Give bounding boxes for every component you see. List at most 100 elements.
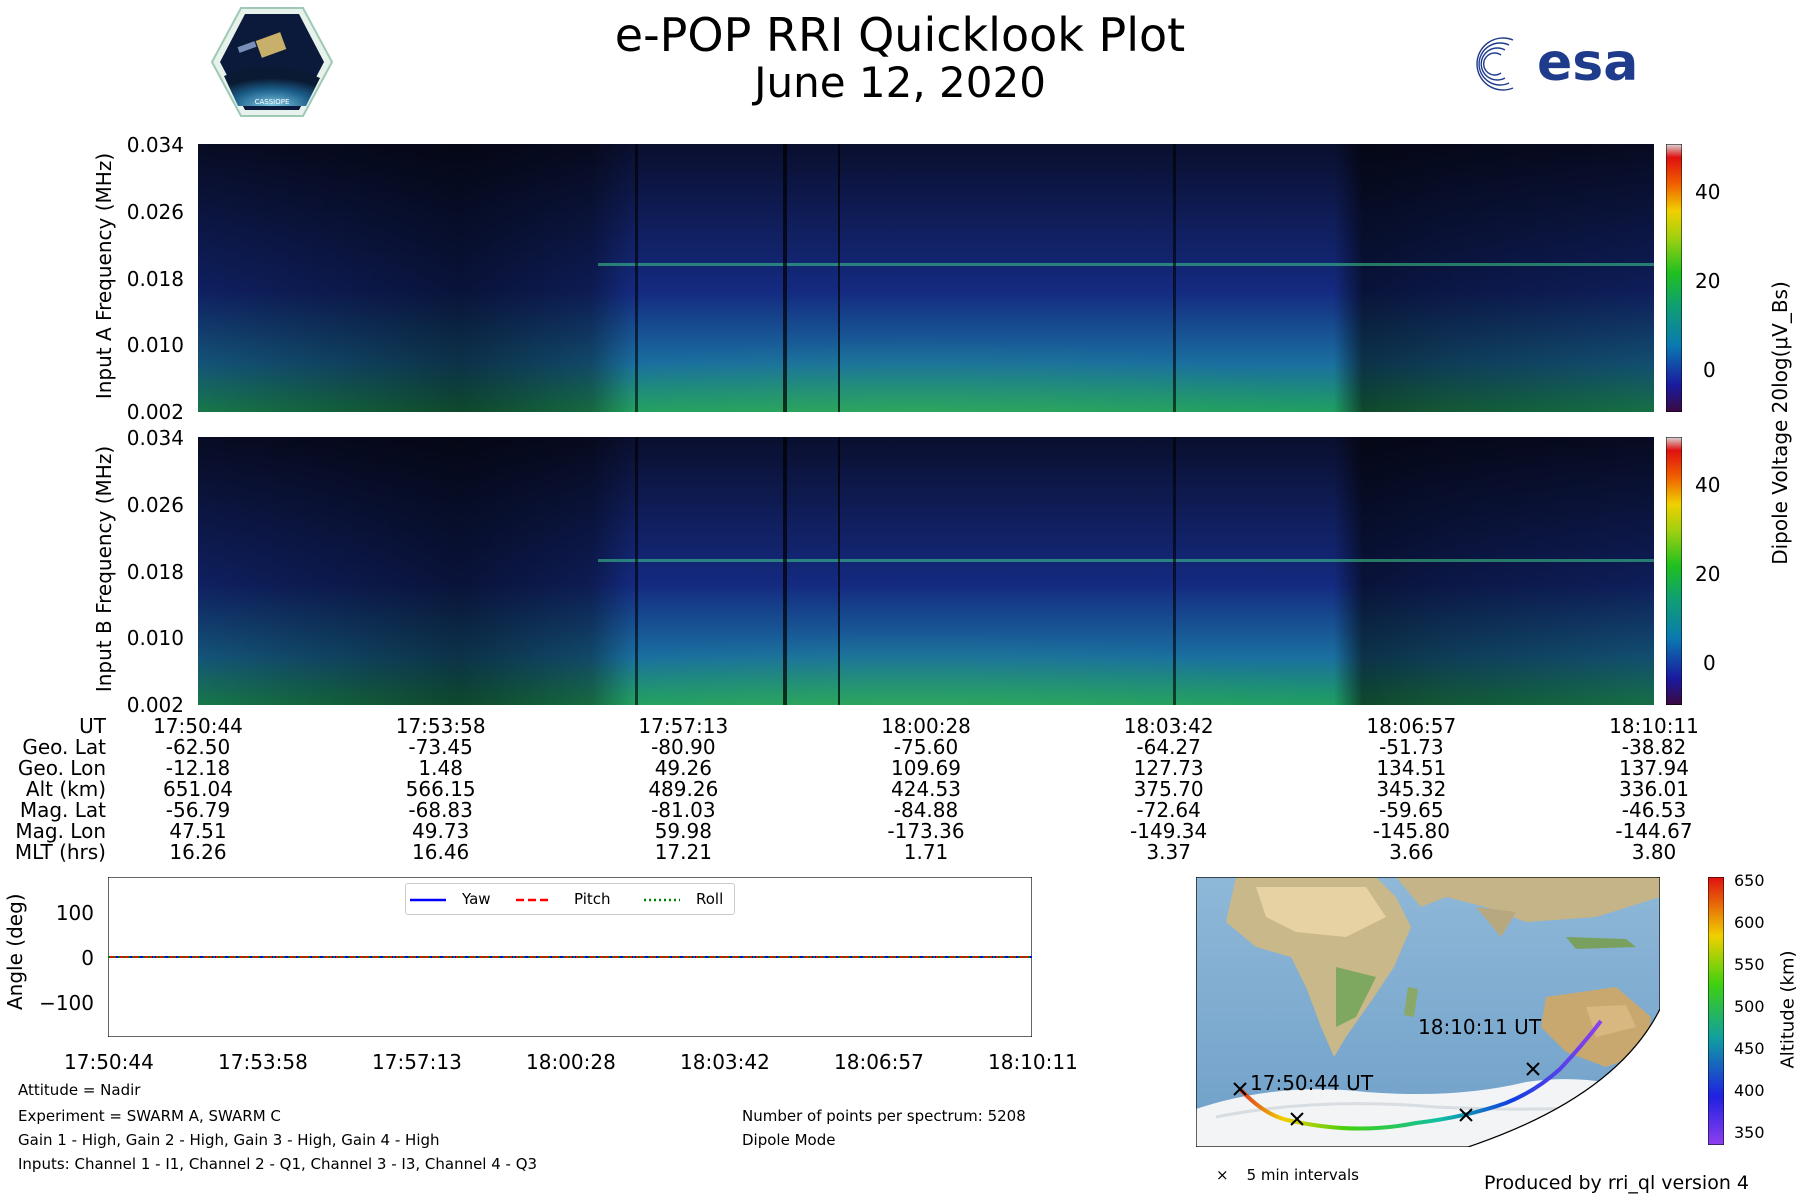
info-line: Inputs: Channel 1 - I1, Channel 2 - Q1, …	[18, 1155, 538, 1173]
colorbar-a	[1666, 144, 1682, 412]
eph-cell: 18:00:28	[881, 714, 971, 738]
eph-cell: 16.46	[412, 840, 470, 864]
eph-cell: 566.15	[405, 777, 476, 801]
eph-cell: 3.66	[1389, 840, 1434, 864]
eph-label: Mag. Lon	[15, 819, 106, 843]
ytick: 0.026	[126, 493, 184, 517]
eph-cell: -62.50	[165, 735, 231, 759]
eph-label: Geo. Lat	[22, 735, 106, 759]
eph-cell: -46.53	[1621, 798, 1687, 822]
xtick: 17:50:44	[64, 1050, 154, 1074]
marker-x-icon	[1459, 1108, 1473, 1122]
ytick: 0	[81, 946, 94, 970]
eph-cell: 134.51	[1376, 756, 1447, 780]
ytick: 0.018	[126, 267, 184, 291]
ytick: 0.034	[126, 133, 184, 157]
eph-cell: -173.36	[887, 819, 965, 843]
eph-cell: 424.53	[891, 777, 961, 801]
alt-tick: 500	[1734, 997, 1765, 1016]
ytick: 0.010	[126, 333, 184, 357]
ytick: 100	[55, 901, 94, 925]
marker-x-icon: ×	[1216, 1166, 1229, 1184]
attitude-legend: Yaw Pitch Roll	[405, 883, 735, 915]
eph-cell: 651.04	[163, 777, 233, 801]
map-start-label: 17:50:44 UT	[1250, 1071, 1374, 1095]
altitude-colorbar-label: Altitude (km)	[1777, 950, 1799, 1069]
legend-swatch	[410, 898, 446, 902]
eph-cell: 1.48	[418, 756, 463, 780]
eph-cell: -145.80	[1372, 819, 1450, 843]
eph-cell: -149.34	[1130, 819, 1208, 843]
svg-text:esa: esa	[1537, 33, 1638, 93]
eph-cell: -59.65	[1379, 798, 1444, 822]
plot-title: e-POP RRI Quicklook Plot	[614, 8, 1186, 62]
eph-cell: -80.90	[651, 735, 716, 759]
cb-tick: 20	[1695, 562, 1721, 586]
marker-x-icon	[1290, 1112, 1304, 1126]
eph-label: Alt (km)	[25, 777, 106, 801]
ytick: 0.026	[126, 200, 184, 224]
alt-tick: 650	[1734, 871, 1765, 890]
marker-x-icon	[1233, 1082, 1247, 1096]
xtick: 18:00:28	[526, 1050, 616, 1074]
info-line: Dipole Mode	[742, 1131, 836, 1149]
ytick: 0.002	[126, 400, 184, 424]
eph-cell: 375.70	[1133, 777, 1204, 801]
eph-cell: 17:57:13	[638, 714, 729, 738]
spectrogram-a-image	[198, 144, 1800, 534]
eph-cell: -68.83	[408, 798, 473, 822]
plot-date: June 12, 2020	[754, 58, 1046, 107]
eph-cell: -51.73	[1379, 735, 1444, 759]
eph-cell: 3.37	[1146, 840, 1191, 864]
eph-cell: 109.69	[891, 756, 961, 780]
eph-cell: 49.73	[412, 819, 470, 843]
ytick: 0.018	[126, 560, 184, 584]
alt-tick: 600	[1734, 913, 1765, 932]
alt-tick: 550	[1734, 955, 1765, 974]
eph-cell: 3.80	[1631, 840, 1677, 864]
eph-cell: -56.79	[165, 798, 231, 822]
eph-cell: -84.88	[893, 798, 959, 822]
eph-cell: 345.32	[1376, 777, 1447, 801]
eph-label: Mag. Lat	[19, 798, 106, 822]
eph-label: UT	[79, 714, 106, 738]
eph-cell: -12.18	[165, 756, 231, 780]
eph-cell: 489.26	[648, 777, 719, 801]
spectrogram-b-image	[198, 437, 1800, 827]
eph-cell: -81.03	[651, 798, 716, 822]
eph-cell: 1.71	[903, 840, 949, 864]
eph-cell: 336.01	[1619, 777, 1689, 801]
xtick: 17:53:58	[218, 1050, 308, 1074]
eph-cell: 17.21	[654, 840, 712, 864]
ytick: −100	[39, 991, 94, 1015]
eph-label: Geo. Lon	[17, 756, 106, 780]
eph-cell: -38.82	[1621, 735, 1687, 759]
esa-logo: esa	[1476, 33, 1638, 93]
legend-swatch	[644, 898, 680, 902]
map-end-label: 18:10:11 UT	[1418, 1015, 1542, 1039]
eph-cell: 59.98	[654, 819, 712, 843]
xtick: 18:10:11	[988, 1050, 1078, 1074]
info-line: Gain 1 - High, Gain 2 - High, Gain 3 - H…	[18, 1131, 440, 1149]
xtick: 17:57:13	[372, 1050, 462, 1074]
info-line: Number of points per spectrum: 5208	[742, 1107, 1026, 1125]
legend-swatch	[516, 898, 552, 902]
info-line: Attitude = Nadir	[18, 1081, 141, 1099]
altitude-colorbar	[1708, 877, 1724, 1145]
alt-tick: 450	[1734, 1039, 1765, 1058]
colorbar-b	[1666, 437, 1682, 705]
colorbar-label: Dipole Voltage 20log(μV_Bs)	[1768, 281, 1792, 565]
eph-cell: 127.73	[1133, 756, 1204, 780]
interval-markers	[1233, 1062, 1540, 1126]
eph-cell: -64.27	[1136, 735, 1201, 759]
alt-tick: 400	[1734, 1081, 1765, 1100]
svg-text:CASSIOPE: CASSIOPE	[255, 98, 290, 106]
eph-cell: 16.26	[169, 840, 227, 864]
alt-tick: 350	[1734, 1123, 1765, 1142]
eph-cell: 49.26	[654, 756, 712, 780]
legend-roll: Roll	[696, 890, 724, 908]
marker-x-icon	[1526, 1062, 1540, 1076]
eph-cell: 18:06:57	[1366, 714, 1457, 738]
xtick: 18:06:57	[834, 1050, 924, 1074]
